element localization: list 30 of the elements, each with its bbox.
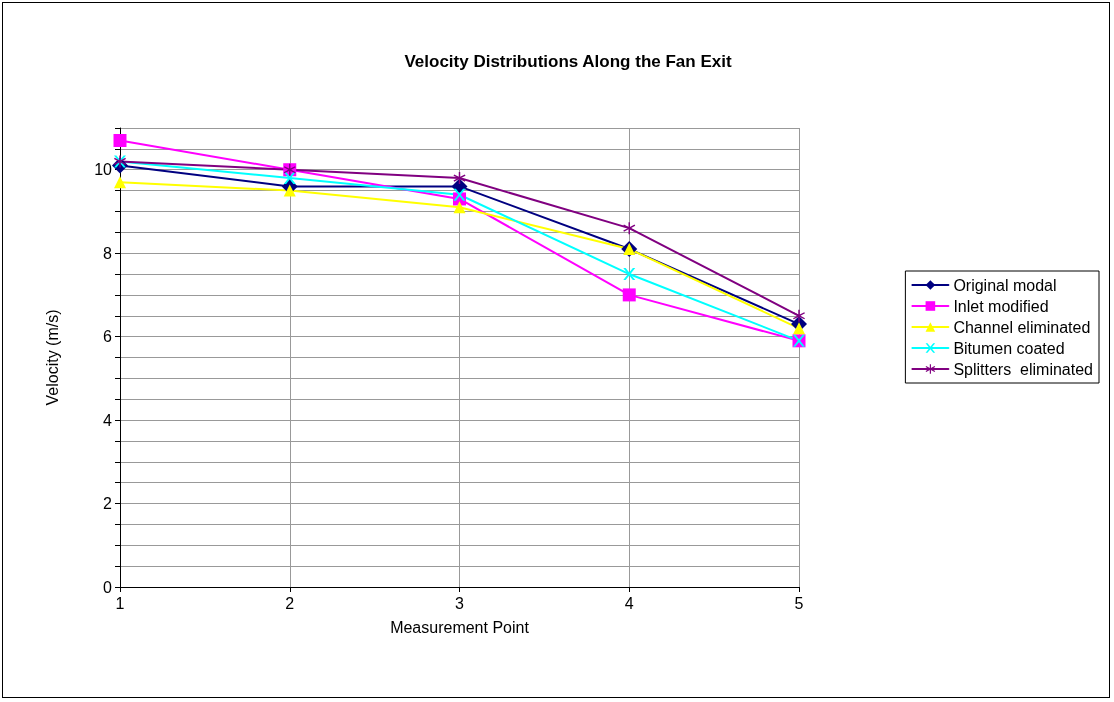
y-tick-label: 6 [103, 328, 113, 346]
point [793, 322, 805, 335]
point [113, 134, 127, 148]
x-tick-label: 2 [285, 594, 295, 612]
point [623, 268, 636, 281]
legend-label: Inlet modified [953, 297, 1049, 315]
point [622, 288, 636, 302]
legend-label: Splitters eliminated [953, 360, 1094, 378]
chart-title: Velocity Distributions Along the Fan Exit [404, 52, 732, 71]
point [283, 184, 296, 197]
x-tick-label: 4 [624, 594, 634, 612]
y-tick-label: 2 [103, 495, 113, 513]
y-tick-label: 10 [94, 161, 113, 179]
point [453, 188, 466, 201]
y-axis-title: Velocity (m/s) [43, 309, 61, 406]
point [453, 201, 466, 214]
y-tick-label: 8 [103, 244, 113, 262]
point [283, 172, 296, 185]
x-tick-label: 5 [794, 594, 804, 612]
legend-label: Original modal [953, 276, 1057, 294]
y-tick-label: 0 [103, 578, 113, 596]
point [114, 176, 126, 189]
point [793, 309, 805, 322]
x-axis-title: Measurement Point [390, 618, 530, 636]
point [623, 222, 636, 235]
legend-label: Channel eliminated [953, 318, 1091, 336]
x-tick-label: 1 [115, 594, 125, 612]
x-tick-label: 3 [455, 594, 465, 612]
legend-label: Bitumen coated [953, 339, 1065, 357]
y-tick-label: 4 [103, 411, 113, 429]
